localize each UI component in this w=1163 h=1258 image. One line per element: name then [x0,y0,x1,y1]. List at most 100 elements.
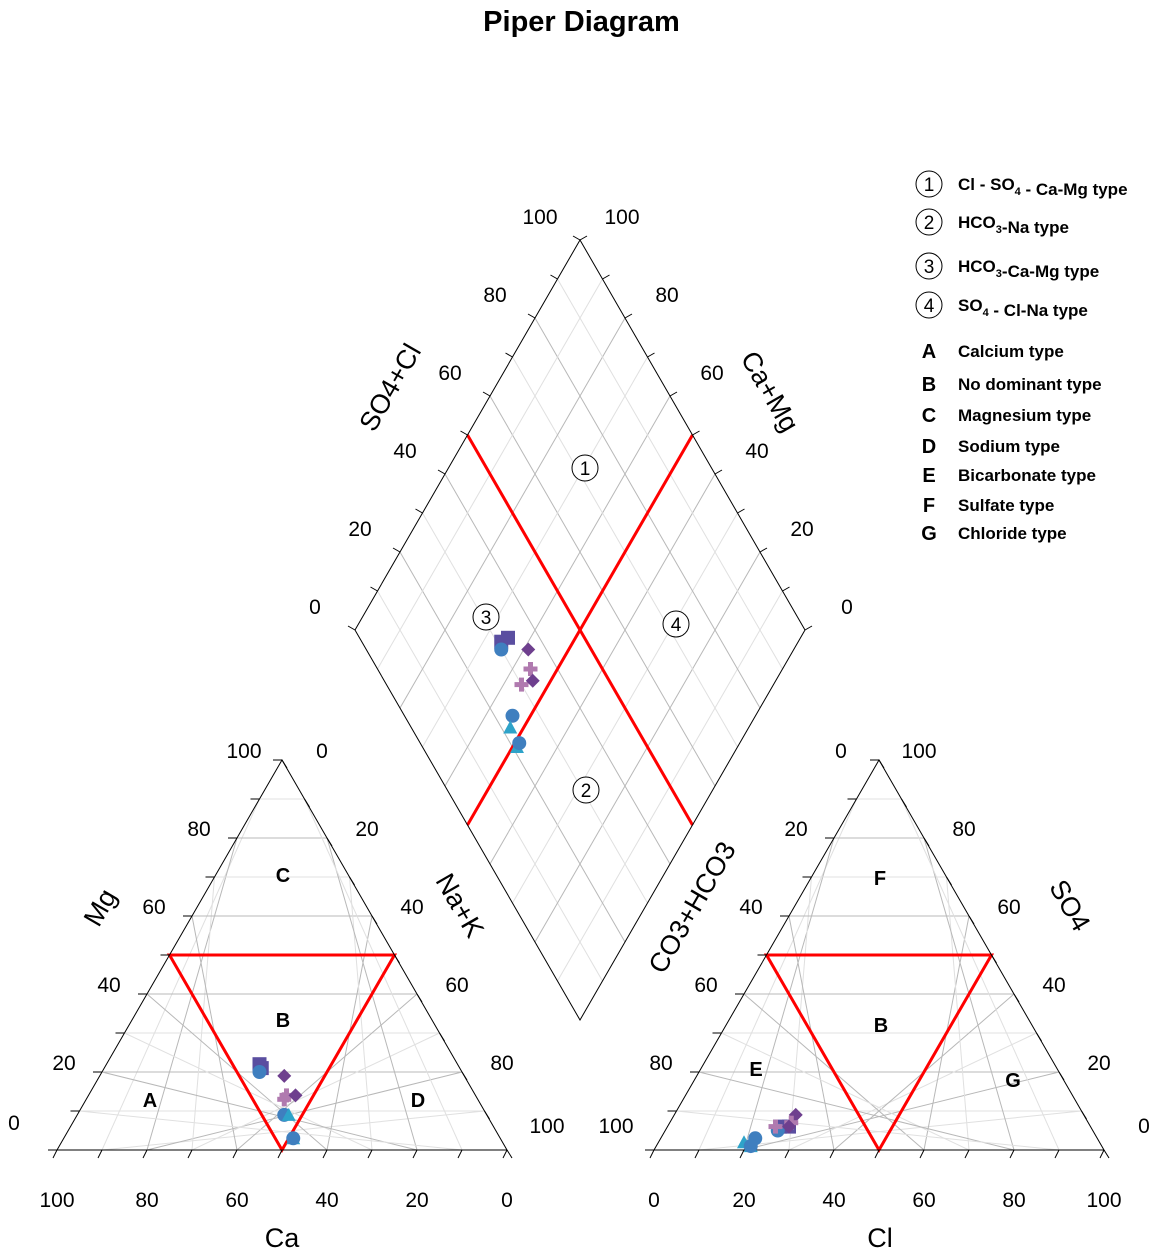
cation-point-10 [286,1131,301,1146]
cation-right-tick-label: 20 [355,818,378,841]
legend-type-label-F: Sulfate type [958,496,1054,515]
cation-bottom-tick-label: 60 [225,1189,248,1212]
anion-left-tick-label: 100 [598,1115,633,1138]
cation-bottom-tick-label: 0 [501,1189,513,1212]
diamond-zone-1-ring [571,454,599,482]
diamond-point-7 [505,708,520,723]
cation-tick-right [326,837,333,847]
cation-left-tick-label: 40 [97,974,120,997]
chart-title: Piper Diagram [483,6,680,38]
cation-right-tick-label: 100 [529,1115,564,1138]
cation-right-tick-label: 0 [316,740,328,763]
legend-type-key-E: E [922,465,935,487]
cation-tick-bottom [187,1149,193,1159]
diamond-left-tick-label: 0 [309,596,321,619]
cation-region-B: B [276,1010,290,1032]
diamond-point-8 [503,720,518,734]
diamond-point-5-v [519,677,524,692]
legend-text-part: Cl - [958,175,990,194]
anion-tick-right [1103,1149,1110,1159]
cation-tick-right [461,1071,468,1081]
classification-triangle [166,953,398,1154]
diamond-tick-right [669,391,678,397]
anion-tick-bottom [829,1149,835,1159]
diamond-point-2 [494,642,509,657]
diamond-left-tick-label: 80 [483,284,506,307]
anion-tick-bottom [964,1149,970,1159]
legend-subscript: 3 [996,268,1002,280]
cation-region-D: D [411,1090,425,1112]
frame-layer [48,235,1110,1159]
diamond-left-tick-label: 20 [348,518,371,541]
anion-left-tick-label: 20 [784,818,807,841]
legend-type-key-B: B [922,374,936,396]
legend-formula: SO [958,296,983,315]
cation-left-tick-label: 60 [142,896,165,919]
diamond-tick-right [759,547,768,553]
cation-right-tick-label: 80 [490,1052,513,1075]
cation-tick-right [484,1110,490,1120]
diamond-zone-4-number: 4 [671,615,682,636]
anion-tick-right [878,759,885,769]
diamond-right-tick-label: 100 [604,206,639,229]
diamond-tick-left [347,625,356,631]
cation-region-C: C [276,865,290,887]
anion-tick-right [946,876,952,886]
diamond-right-tick-label: 20 [790,518,813,541]
cation-left-tick-label: 20 [52,1052,75,1075]
diamond-tick-right [804,625,813,631]
diamond-point-4 [523,662,538,676]
diamond-point-10 [512,736,527,751]
cation-tick-bottom [52,1149,58,1159]
diamond-left-tick-label: 40 [393,440,416,463]
anion-point-5 [768,1119,783,1134]
diamond-tick-left [527,313,536,319]
diamond-tick-right [624,313,633,319]
cation-tick-right [371,915,378,925]
cation-tick-bottom [412,1149,418,1159]
legend-zone-label-3: HCO3-Ca-Mg type [958,257,1099,281]
diamond-zone-2-number: 2 [581,781,592,802]
anion-region-E: E [749,1059,762,1081]
legend-zone-marker-1-number: 1 [924,175,935,196]
diamond-right-tick-label: 0 [841,596,853,619]
anion-tick-right [1036,1032,1042,1042]
anion-bottom-tick-label: 0 [648,1189,660,1212]
anion-right-tick-label: 0 [1138,1115,1150,1138]
anion-tick-bottom [694,1149,700,1159]
legend-type-key-C: C [922,405,936,427]
diamond-left-tick-label: 60 [438,362,461,385]
anion-tick-right [1058,1071,1065,1081]
anion-region-F: F [874,868,886,890]
anion-tick-bottom [1099,1149,1105,1159]
legend-type-key-D: D [922,436,936,458]
anion-tick-bottom [739,1149,745,1159]
legend-zone-label-4: SO4 - Cl-Na type [958,296,1088,320]
classification-triangle [763,953,995,1154]
legend-type-label-E: Bicarbonate type [958,466,1096,485]
anion-region-G: G [1005,1070,1021,1092]
cation-left-axis-title: Mg [78,884,123,931]
anion-point-10 [743,1139,758,1154]
anion-right-tick-label: 60 [997,896,1020,919]
diamond-right-axis-title: Ca+Mg [735,346,805,437]
anion-tick-right [1081,1110,1087,1120]
legend-type-key-G: G [921,523,937,545]
cation-left-tick-label: 0 [8,1112,20,1135]
diamond-tick-right [782,586,790,592]
diamond-tick-left [460,430,468,436]
diamond-zone-3-ring [472,603,500,631]
legend-formula: HCO [958,213,996,232]
cation-tick-right [394,954,400,964]
diamond-right-tick-label: 40 [745,440,768,463]
cation-point-5 [277,1092,292,1107]
cation-tick-right [304,798,310,808]
cation-point-3 [277,1068,292,1083]
cation-left-tick-label: 80 [187,818,210,841]
diamond-zone-4: 4 [662,610,690,638]
diamond-tick-left [572,235,581,241]
legend-text-part: -Na type [1002,218,1069,237]
anion-point-5-v [773,1119,778,1134]
anion-left-tick-label: 60 [694,974,717,997]
